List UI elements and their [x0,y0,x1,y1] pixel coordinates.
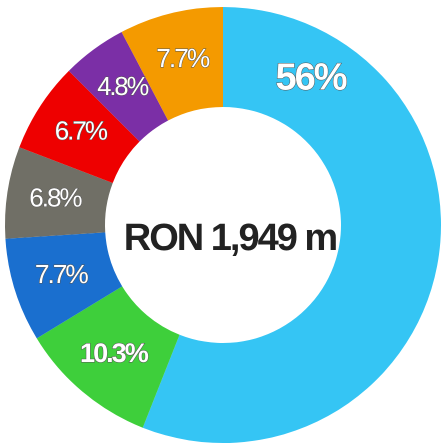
data-label: 4.8% [97,73,148,101]
donut-slice [5,232,123,339]
donut-slice [36,286,180,428]
donut-slice [4,147,113,239]
data-label: 7.7% [156,43,210,73]
center-label: RON 1,949 m [124,217,337,259]
donut-slice [142,7,441,444]
donut-slice [121,7,223,121]
data-label: 6.7% [55,115,108,145]
data-label: 10.3% [80,337,149,368]
data-label: 6.8% [29,182,82,212]
data-label: 7.7% [35,259,89,289]
donut-slice [68,32,169,142]
donut-slice [19,70,140,183]
data-label: 56% [276,56,347,98]
